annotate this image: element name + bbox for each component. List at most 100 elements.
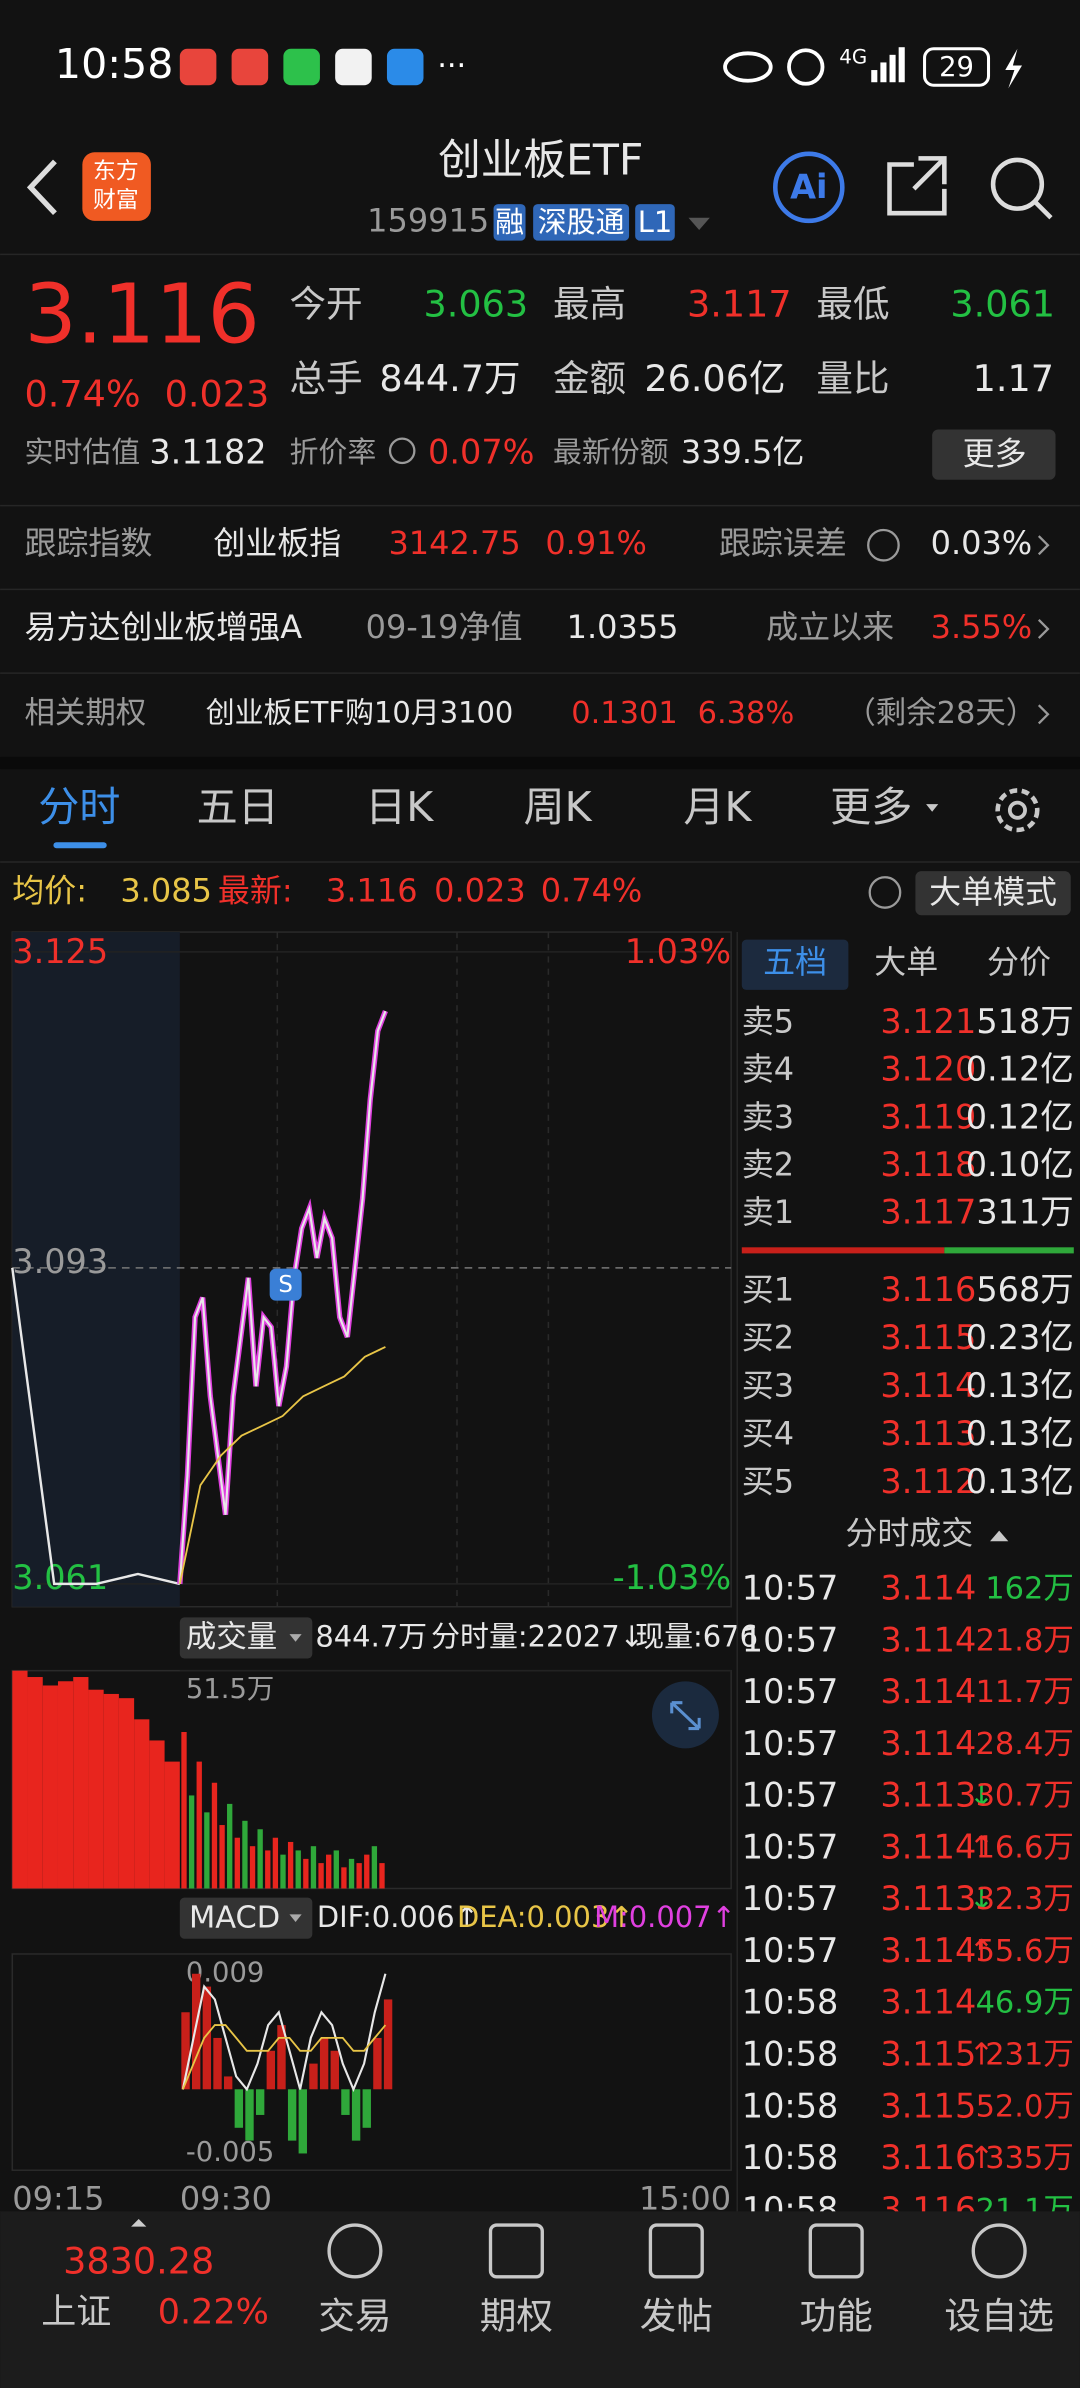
search-handle <box>1032 199 1053 220</box>
y-tick-label: 3.093 <box>12 1242 108 1281</box>
trade-time: 10:58 <box>742 2086 839 2125</box>
signal-marker <box>269 1268 302 1301</box>
trade-volume: 52.0万 <box>976 2089 1074 2124</box>
tab[interactable]: 月K <box>683 783 752 831</box>
network: 4G <box>839 45 867 68</box>
nav-icon[interactable] <box>971 2223 1027 2279</box>
trade-price: 3.115 <box>880 2086 976 2125</box>
tab[interactable]: 更多 <box>830 783 912 831</box>
auction-volume-bar <box>164 1761 180 1889</box>
macd-frame <box>11 1953 732 2171</box>
more-label[interactable]: 更多 <box>963 434 1027 472</box>
book-volume: 0.12亿 <box>966 1097 1074 1136</box>
volume-bar <box>364 1854 370 1889</box>
mode-button[interactable] <box>915 871 1071 916</box>
logo-text: 东方 <box>93 159 139 185</box>
auction-volume-bar <box>42 1685 58 1889</box>
tag: L1 <box>638 205 673 239</box>
nav-icon[interactable] <box>808 2223 864 2279</box>
dropdown <box>289 1914 302 1922</box>
signal-bar <box>889 54 896 83</box>
price: 3.116 <box>24 267 259 362</box>
tab[interactable]: 日K <box>365 783 434 831</box>
back-button[interactable] <box>26 159 57 216</box>
auction-volume-bar <box>88 1689 104 1889</box>
book-tab[interactable]: 大单 <box>874 943 938 981</box>
row-right-label: 跟踪误差 <box>719 524 847 562</box>
trade-price: 3.114 <box>880 1931 976 1970</box>
auction-volume-bar <box>118 1698 135 1889</box>
macd-selector[interactable] <box>179 1897 313 1939</box>
volume-total: 844.7万 <box>315 1620 427 1654</box>
trade-volume: 11.7万 <box>976 1675 1074 1710</box>
index-name[interactable]: 上证 <box>41 2291 111 2332</box>
field-value: 1.17 <box>973 357 1054 400</box>
info-icon <box>867 528 900 562</box>
nav-item[interactable]: 交易 <box>318 2294 391 2337</box>
macd-bar <box>341 2089 350 2115</box>
index-price[interactable]: 3830.28 <box>63 2240 214 2283</box>
collapse-icon <box>990 1530 1009 1542</box>
nav-icon[interactable] <box>648 2223 704 2279</box>
row-name: 09-19净值 <box>366 608 523 646</box>
volume-selector[interactable] <box>179 1617 313 1659</box>
book-volume: 0.12亿 <box>966 1050 1074 1089</box>
book-label: 买1 <box>742 1270 794 1308</box>
index-pct[interactable]: 0.22% <box>158 2291 269 2332</box>
ai-label[interactable]: Ai <box>790 167 827 206</box>
tab[interactable]: 周K <box>523 783 592 831</box>
book-tab[interactable]: 分价 <box>987 943 1051 981</box>
nav-item[interactable]: 功能 <box>800 2294 873 2337</box>
book-volume: 518万 <box>976 1002 1073 1041</box>
settings-button[interactable] <box>995 788 1040 833</box>
auction-volume-bar <box>149 1740 165 1889</box>
volume-bar <box>196 1761 202 1889</box>
share-button[interactable] <box>887 156 947 216</box>
row-right-value: 0.03% <box>931 524 1033 562</box>
trade-time: 10:57 <box>742 1827 839 1866</box>
tab[interactable]: 分时 <box>38 783 120 831</box>
tag-box <box>635 204 675 241</box>
tick-volume: 分时量:22027↓ <box>431 1620 644 1654</box>
last-pct: 0.74% <box>541 871 643 909</box>
nav-item[interactable]: 期权 <box>480 2294 553 2337</box>
macd-bar <box>319 2037 329 2090</box>
nav-item[interactable]: 设自选 <box>944 2294 1054 2337</box>
ask-bar <box>741 1247 945 1254</box>
book-price: 3.113 <box>880 1414 976 1453</box>
row-right-value: （剩余28天） <box>845 696 1036 731</box>
book-price: 3.116 <box>880 1270 976 1309</box>
book-price: 3.115 <box>880 1318 976 1357</box>
trade-volume: 335万 <box>985 2141 1074 2176</box>
macd-bar <box>202 1986 212 2090</box>
macd-bar <box>298 2089 307 2154</box>
macd-tick-label: -0.005 <box>186 2137 274 2168</box>
trade-price: 3.114 <box>880 1983 976 2022</box>
volume-bar <box>310 1846 317 1889</box>
trade-direction: ↑ <box>969 2141 995 2176</box>
macd-bar <box>287 2089 297 2141</box>
macd-bar <box>181 2012 190 2090</box>
field-value: 3.061 <box>950 283 1055 326</box>
tab[interactable]: 五日 <box>197 783 279 831</box>
trade-volume: 28.4万 <box>976 1727 1074 1762</box>
trade-direction: ↓ <box>969 1882 995 1917</box>
trade-volume: 231万 <box>985 2037 1074 2072</box>
nav-icon[interactable] <box>327 2223 383 2279</box>
ai-button[interactable] <box>773 151 845 224</box>
book-tab[interactable]: 五档 <box>763 943 827 981</box>
row-pct: 0.91% <box>545 524 647 562</box>
search-button[interactable] <box>990 157 1045 211</box>
volume-bar <box>272 1837 279 1889</box>
auction-volume-bar <box>103 1693 119 1889</box>
book-label: 买3 <box>742 1366 794 1404</box>
battery <box>923 47 991 87</box>
nav-icon[interactable] <box>488 2223 544 2279</box>
nav-item[interactable]: 发帖 <box>640 2294 713 2337</box>
volume-bar <box>234 1837 240 1889</box>
mode-label[interactable]: 大单模式 <box>929 873 1057 911</box>
more-button[interactable] <box>932 429 1056 480</box>
tag-box <box>533 204 630 241</box>
field-value: 26.06亿 <box>644 357 785 400</box>
